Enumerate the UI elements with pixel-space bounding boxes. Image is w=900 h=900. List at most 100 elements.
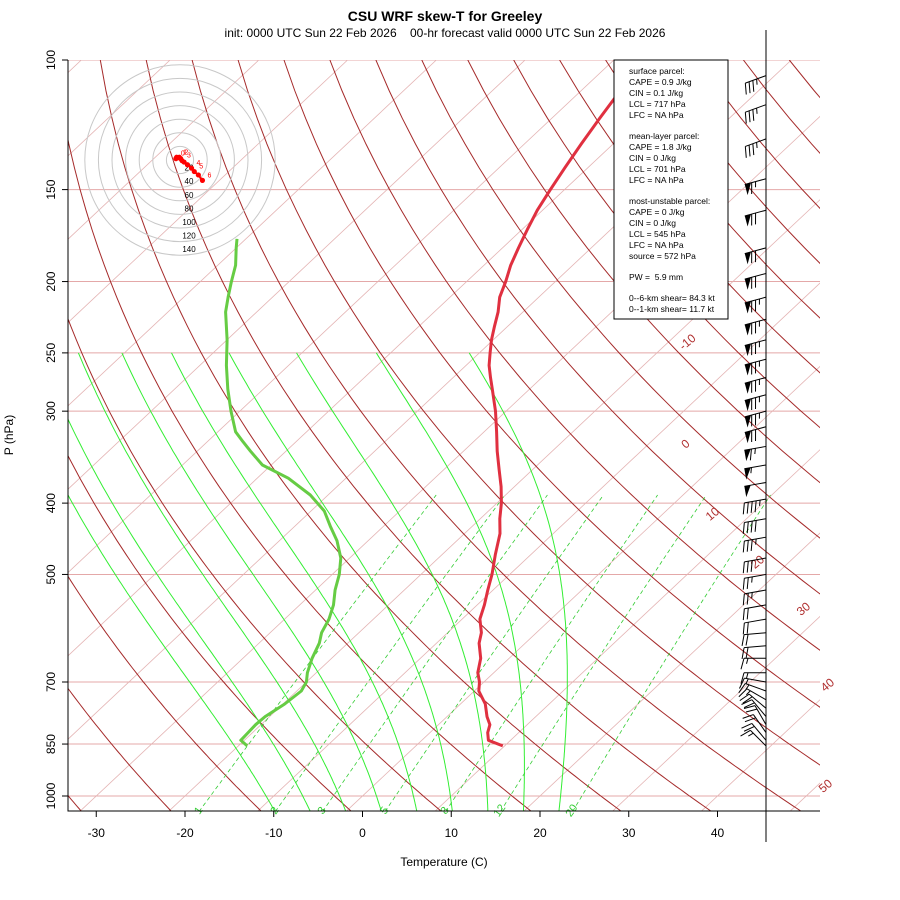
wind-barb xyxy=(744,75,767,95)
surface-cape: CAPE = 0.9 J/kg xyxy=(629,77,692,87)
hodograph-ring xyxy=(138,118,222,202)
mixing-ratio-line xyxy=(322,494,548,811)
mean-layer-cape: CAPE = 1.8 J/kg xyxy=(629,142,692,152)
moist-adiabat-line xyxy=(68,493,276,811)
parcel-info-box: surface parcel: CAPE = 0.9 J/kg CIN = 0.… xyxy=(613,59,729,320)
mixing-ratio-line xyxy=(445,494,658,811)
wind-barb-feather xyxy=(754,500,757,513)
hodograph-height-label: 1 xyxy=(183,150,187,157)
mixing-ratio-line xyxy=(198,494,437,811)
wind-barb xyxy=(744,445,767,462)
wind-barb-feather xyxy=(742,578,745,590)
y-tick-label: 1000 xyxy=(44,782,58,809)
isotherm-line xyxy=(68,60,615,574)
wind-barb xyxy=(744,339,767,357)
wind-barb-feather xyxy=(750,560,753,572)
wind-barb xyxy=(741,645,767,659)
dry-adiabat-line xyxy=(68,454,352,811)
isotherm-line xyxy=(68,60,437,407)
wind-barb xyxy=(744,481,767,498)
wind-barb-half-feather xyxy=(751,592,753,599)
shear-0-6km: 0--6-km shear= 84.3 kt xyxy=(629,293,715,303)
isotherm-line xyxy=(523,532,820,811)
y-tick-label: 500 xyxy=(44,564,58,584)
mixing-ratio-line xyxy=(275,494,506,811)
hodograph-point xyxy=(199,177,206,183)
mixing-ratio-line xyxy=(385,494,604,811)
hodograph-ring xyxy=(111,91,249,229)
isotherm-line xyxy=(257,282,820,811)
wind-barb-feather xyxy=(745,634,749,646)
wind-barb-pennant xyxy=(744,182,751,196)
dry-adiabat-line xyxy=(743,60,820,154)
wind-barb xyxy=(740,672,766,684)
wind-barb-pennant xyxy=(744,323,751,336)
info-box-frame xyxy=(613,59,729,320)
wind-barb-staff xyxy=(744,589,767,595)
wind-barb-half-feather xyxy=(746,672,749,679)
mean-layer-lcl: LCL = 701 hPa xyxy=(629,164,686,174)
wind-barb-feather xyxy=(744,112,747,124)
wind-barb-pennant xyxy=(744,381,751,394)
wind-barb xyxy=(744,247,767,265)
wind-barb xyxy=(744,178,767,196)
y-axis-label: P (hPa) xyxy=(2,415,16,455)
isotherm-line xyxy=(612,615,820,811)
wind-barb-staff xyxy=(745,104,767,113)
wind-barb-feather xyxy=(746,540,749,552)
hodograph-ring-label: 40 xyxy=(185,177,194,186)
dewpoint-profile-line xyxy=(224,238,343,748)
wind-barb-feather xyxy=(745,647,749,659)
dry-adiabat-line xyxy=(283,60,820,708)
wind-barb-half-feather xyxy=(751,576,753,583)
x-axis: -30 -20 -10 0 10 20 30 40 xyxy=(88,811,724,840)
wind-barb-feather xyxy=(746,521,749,534)
wind-barb-half-feather xyxy=(746,690,751,696)
hodograph-ring xyxy=(152,132,208,188)
wind-barb xyxy=(741,632,767,646)
isotherm-line xyxy=(68,60,260,240)
wind-barb-feather xyxy=(742,561,745,574)
dry-adiabat-line xyxy=(559,60,820,374)
wind-barb xyxy=(742,589,767,606)
isotherm-line xyxy=(168,199,820,811)
hodograph-height-label: 6 xyxy=(207,172,211,179)
wind-barb xyxy=(742,498,767,515)
wind-barb-feather xyxy=(746,622,749,634)
wind-barb-half-feather xyxy=(755,538,757,545)
wind-barb-feather xyxy=(752,143,755,156)
most-unstable-lcl: LCL = 545 hPa xyxy=(629,229,686,239)
wind-barb-half-feather xyxy=(748,732,754,737)
wind-barb-pennant xyxy=(744,343,751,357)
hodograph-ring xyxy=(97,77,263,243)
wind-barb xyxy=(742,618,767,635)
isotherm-line xyxy=(789,782,820,811)
wind-barb-feather xyxy=(748,81,751,94)
wind-barb-pennant xyxy=(744,485,751,498)
wind-barb-pennant xyxy=(744,277,751,290)
x-axis-label: Temperature (C) xyxy=(400,855,487,869)
profile-lines xyxy=(224,74,631,748)
mixing-ratio-line xyxy=(572,494,771,811)
wind-barb-feather xyxy=(738,688,748,698)
wind-barb-feather xyxy=(742,540,745,553)
wind-barb-feather xyxy=(750,501,753,513)
wind-barb xyxy=(742,557,767,574)
x-tick-label: 10 xyxy=(445,826,459,840)
wind-barb-feather xyxy=(740,729,751,737)
wind-barb-feather xyxy=(740,672,745,684)
wind-barb-pennant xyxy=(744,251,751,265)
wind-barb-feather xyxy=(746,607,749,620)
isotherm-line xyxy=(878,60,900,812)
wind-barb-half-feather xyxy=(754,448,756,455)
wind-barb-feather xyxy=(742,608,745,621)
wind-barb-pennant xyxy=(744,301,751,314)
surface-lfc: LFC = NA hPa xyxy=(629,110,684,120)
wind-barb-feather xyxy=(741,647,745,659)
wind-barb-half-feather xyxy=(745,678,749,685)
wind-barb-staff xyxy=(744,481,767,487)
mean-layer-cin: CIN = 0 J/kg xyxy=(629,153,676,163)
hodograph-ring xyxy=(125,105,235,215)
x-tick-label: -30 xyxy=(88,826,106,840)
